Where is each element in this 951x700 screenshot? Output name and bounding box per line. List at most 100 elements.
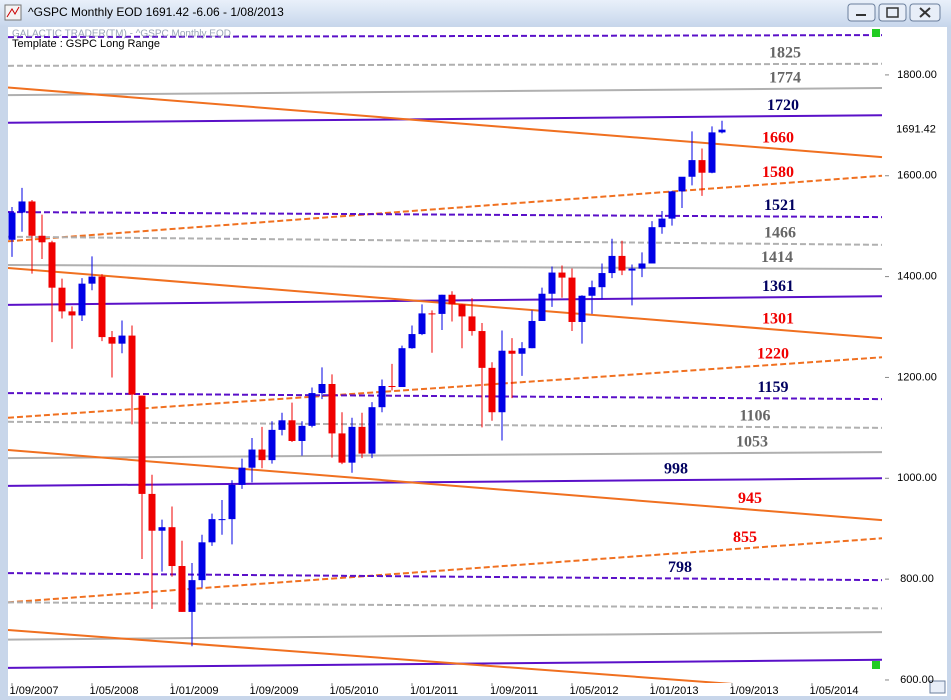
window-title: ^GSPC Monthly EOD 1691.42 -6.06 - 1/08/2… [28,5,284,19]
candle-body [538,293,546,321]
scroll-marker-top[interactable] [872,29,880,37]
candle-body [338,433,346,463]
maximize-glyph [886,7,899,18]
candle-body [258,449,266,461]
level-line [8,87,883,97]
plot-area [8,27,885,683]
candle-body [398,348,406,388]
candle-body [628,268,636,271]
candle-body [318,383,326,394]
level-line [8,629,733,683]
candle-body [708,132,716,173]
close-glyph [919,7,931,18]
candle-body [488,367,496,413]
level-label: 1825 [769,45,801,62]
candle-body [278,420,286,430]
y-tick-label: 1400.00 [897,270,937,282]
level-line [8,86,883,159]
minimize-button[interactable] [847,3,876,22]
x-tick-label: 1/05/2012 [570,685,619,697]
level-line [8,537,883,604]
candle-body [268,429,276,461]
scroll-marker-bottom[interactable] [872,661,880,669]
candle-body [698,160,706,173]
level-label: 1220 [757,345,789,362]
candle-body [618,255,626,271]
level-label: 1414 [761,249,793,266]
candle-body [368,407,376,454]
candle-body [128,335,136,395]
level-line [8,451,883,460]
x-tick-label: 1/09/2013 [730,685,779,697]
x-tick-label: 1/01/2013 [650,685,699,697]
candle-body [608,255,616,274]
candle-body [418,313,426,335]
level-label: 945 [738,490,762,507]
candle-body [188,580,196,612]
level-label: 1053 [736,434,768,451]
level-label: 1660 [762,129,794,146]
candle-body [598,273,606,288]
level-line [8,62,883,67]
x-tick-label: 1/09/2007 [10,685,59,697]
candle-body [588,287,596,296]
level-line [8,631,883,641]
title-bar [0,0,951,26]
x-tick-label: 1/05/2008 [90,685,139,697]
candle-body [508,350,516,354]
candle-body [478,331,486,368]
candle-body [518,348,526,354]
level-line [8,114,883,124]
candle-body [38,235,46,243]
level-label: 855 [733,529,757,546]
level-label: 998 [664,461,688,478]
candle-body [238,467,246,485]
x-tick-label: 1/01/2011 [410,685,458,697]
candle-body [458,304,466,317]
x-tick-label: 1/09/2009 [250,685,299,697]
level-label: 798 [668,559,692,576]
level-label: 1159 [757,379,788,396]
candle-body [328,383,336,434]
y-tick-label: 800.00 [900,573,934,585]
level-line [8,449,883,522]
x-tick-label: 1/01/2009 [170,685,219,697]
candle-body [678,176,686,192]
level-label: 1361 [762,278,794,295]
candle-body [358,426,366,454]
candle-body [228,484,236,520]
candle-body [638,263,646,269]
candle-body [298,425,306,441]
candle-body [158,527,166,531]
candle-body [718,129,726,133]
window-icon [4,4,22,21]
candle-body [378,386,386,408]
candle-body [58,287,66,312]
candle-body [168,527,176,567]
level-line [8,263,883,271]
candle-body [108,337,116,344]
y-tick-label: 1600.00 [897,170,937,182]
candle-body [68,311,76,316]
level-line [8,392,883,401]
level-line [8,235,883,246]
candle-body [348,426,356,463]
candle-body [98,276,106,338]
y-tick-label: 1000.00 [897,472,937,484]
level-label: 1720 [767,97,799,114]
tf-icon[interactable] [929,680,946,694]
level-line [8,658,883,669]
candle-body [428,313,436,315]
level-line [8,420,883,429]
candle-body [688,160,696,177]
time-axis-area [8,683,885,696]
maximize-button[interactable] [878,3,907,22]
plot [8,34,883,683]
level-label: 1521 [764,197,796,214]
candle-body [468,316,476,332]
axes: 600.00 800.00 1000.00 1200.00 1400.00 1600.00… [10,45,937,697]
candle-body [28,201,36,236]
candle-body [218,519,226,521]
